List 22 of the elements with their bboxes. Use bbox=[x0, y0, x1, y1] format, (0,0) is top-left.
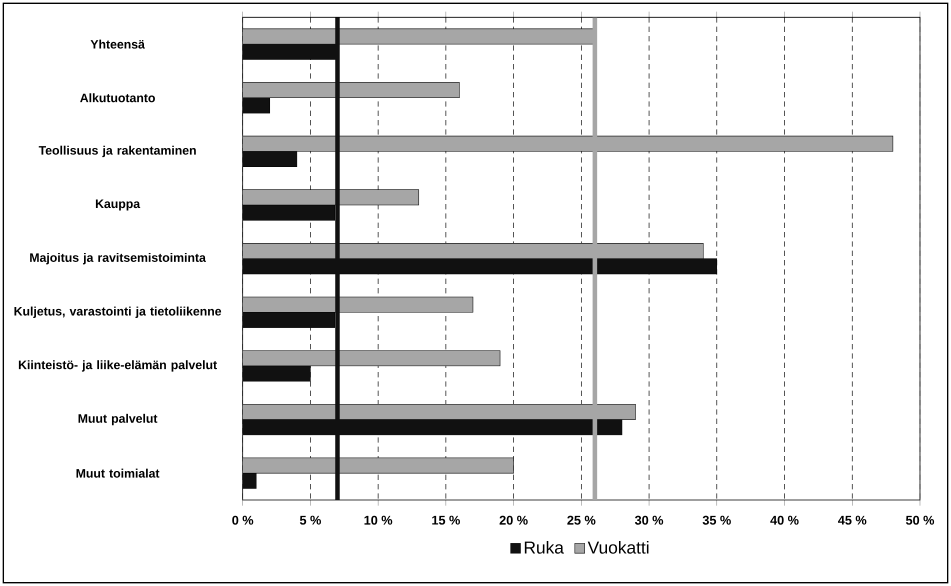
x-tick-label: 35 % bbox=[702, 516, 731, 525]
x-tick-label: 40 % bbox=[770, 516, 799, 525]
y-tick-label: Muut palvelut bbox=[78, 414, 158, 426]
y-tick-label: Muut toimialat bbox=[76, 468, 160, 478]
y-tick-label: Yhteensä bbox=[90, 40, 145, 49]
y-tick-label: Kauppa bbox=[96, 200, 140, 211]
x-tick-label: 30 % bbox=[634, 516, 664, 525]
x-tick-label: 0 % bbox=[232, 516, 254, 525]
y-tick-label: Kiinteistö- ja liike-elämän palvelut bbox=[18, 360, 217, 372]
x-tick-label: 5 % bbox=[300, 516, 321, 525]
legend-label: Vuokatti bbox=[588, 540, 648, 554]
legend-label: Ruka bbox=[524, 540, 564, 554]
y-tick-label: Kuljetus, varastointi ja tietoliikenne bbox=[14, 306, 222, 318]
y-tick-label: Majoitus ja ravitsemistoiminta bbox=[30, 252, 206, 264]
x-tick-label: 15 % bbox=[432, 516, 460, 525]
y-tick-label: Alkutuotanto bbox=[80, 93, 155, 102]
x-tick-label: 20 % bbox=[500, 516, 528, 525]
x-tick-label: 45 % bbox=[838, 516, 866, 525]
x-tick-label: 50 % bbox=[906, 516, 934, 525]
x-tick-label: 10 % bbox=[364, 516, 392, 525]
x-tick-label: 25 % bbox=[567, 516, 596, 525]
y-tick-label: Teollisuus ja rakentaminen bbox=[38, 146, 196, 158]
